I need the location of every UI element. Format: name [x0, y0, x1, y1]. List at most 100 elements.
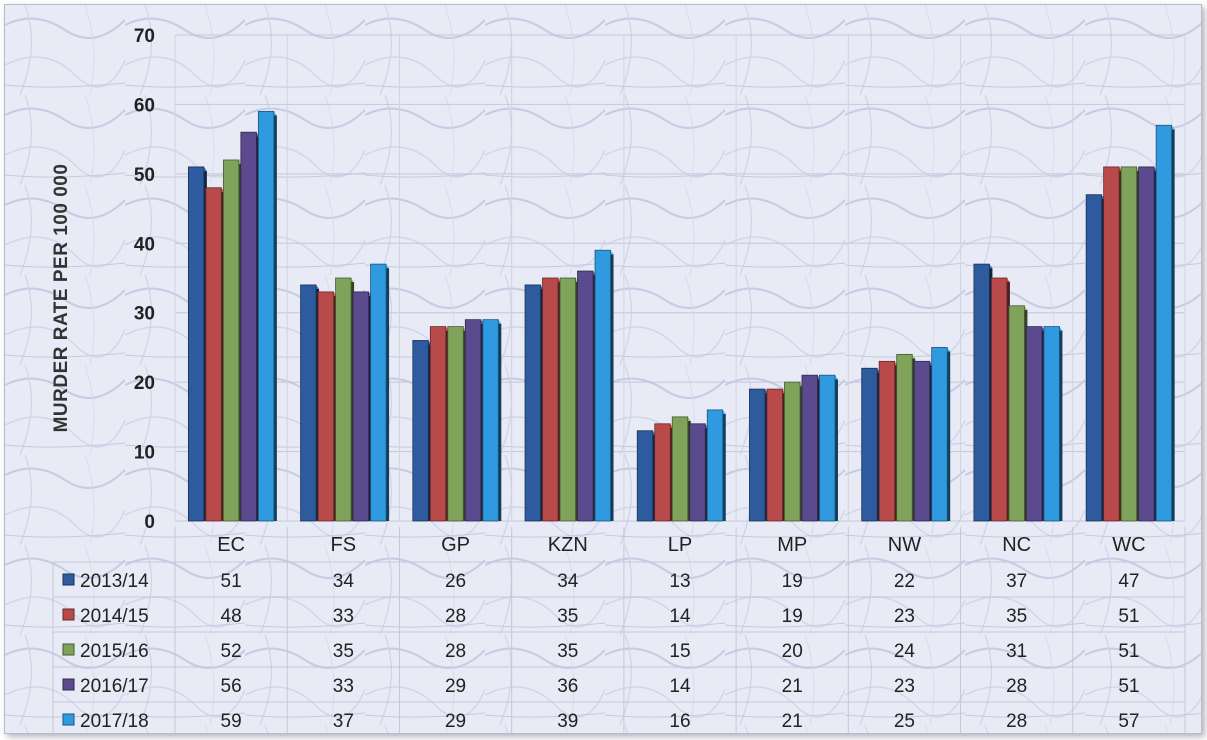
data-table-value: 51	[1118, 606, 1139, 627]
bar-side	[947, 351, 951, 521]
data-table-value: 25	[894, 711, 915, 732]
data-table-value: 33	[333, 606, 354, 627]
bar-side	[256, 136, 260, 521]
bar-side	[610, 254, 614, 521]
bar-side	[1171, 129, 1175, 521]
data-table-value: 29	[445, 711, 466, 732]
bar	[861, 367, 878, 522]
data-table-value: 16	[669, 711, 690, 732]
bar	[819, 374, 836, 522]
bar-side	[480, 323, 484, 521]
bar-side	[273, 115, 277, 521]
data-table-value: 13	[669, 571, 690, 592]
bar	[913, 360, 931, 522]
bar-side	[1119, 170, 1123, 521]
bar-side	[445, 330, 449, 521]
bar	[447, 326, 464, 522]
bar-side	[1101, 198, 1105, 521]
bar-side	[1154, 170, 1158, 521]
legend-label: 2014/15	[80, 606, 149, 627]
bar-side	[670, 427, 674, 521]
bar-side	[894, 365, 898, 521]
category-label: MP	[777, 534, 807, 556]
bar-side	[575, 282, 579, 521]
bar-side	[877, 372, 881, 521]
data-table-value: 29	[445, 676, 466, 697]
bar	[464, 319, 482, 522]
data-table-value: 26	[445, 571, 466, 592]
data-table-value: 31	[1006, 641, 1027, 662]
bar-side	[929, 365, 933, 521]
bar	[931, 347, 948, 522]
data-table-value: 48	[221, 606, 242, 627]
bar-side	[333, 295, 337, 521]
bar	[187, 166, 205, 522]
bar	[689, 423, 706, 522]
category-label: NW	[888, 534, 921, 556]
data-table-value: 34	[333, 571, 355, 592]
bar-side	[817, 379, 821, 521]
bar-side	[351, 282, 355, 521]
bar	[317, 291, 334, 522]
bar-side	[1059, 330, 1063, 521]
legend-swatch	[62, 643, 75, 656]
data-table-value: 15	[669, 641, 690, 662]
bar	[878, 360, 896, 522]
data-table-value: 47	[1118, 571, 1139, 592]
data-table-value: 22	[894, 571, 915, 592]
legend-label: 2013/14	[80, 571, 149, 592]
bar-side	[799, 386, 803, 521]
category-label: FS	[331, 534, 357, 556]
bar	[524, 284, 541, 522]
data-table-value: 52	[221, 641, 242, 662]
bar-side	[722, 413, 726, 521]
bar-side	[782, 393, 786, 521]
bar	[1043, 326, 1060, 522]
y-tick-label: 50	[134, 165, 155, 186]
data-table-value: 33	[333, 676, 354, 697]
bar	[412, 340, 429, 522]
bar	[482, 319, 499, 522]
bar	[300, 284, 317, 522]
bar-side	[912, 358, 916, 521]
category-label: GP	[441, 534, 470, 556]
legend-swatch	[62, 678, 75, 691]
bar	[671, 416, 689, 522]
data-table-value: 21	[782, 676, 803, 697]
legend-label: 2017/18	[80, 711, 149, 732]
bar-side	[1024, 309, 1028, 521]
data-table-value: 35	[557, 606, 578, 627]
y-tick-labels: 0 10 20 30 40 50 60 70	[134, 26, 155, 533]
bar-side	[498, 323, 502, 521]
bar-side	[386, 268, 390, 521]
y-tick-label: 60	[134, 95, 155, 116]
bar-side	[764, 393, 768, 521]
bar-side	[989, 268, 993, 521]
bar	[654, 423, 671, 522]
data-table-value: 51	[221, 571, 242, 592]
data-table-value: 21	[782, 711, 803, 732]
bar	[784, 381, 801, 522]
bar-side	[316, 288, 320, 521]
bar-side	[1136, 170, 1140, 521]
bar	[801, 374, 818, 522]
data-table-value: 28	[445, 641, 466, 662]
category-label: WC	[1112, 534, 1145, 556]
bar	[1120, 166, 1138, 522]
bar	[766, 388, 783, 522]
data-table-value: 23	[894, 606, 915, 627]
data-table-value: 19	[782, 606, 803, 627]
category-label: LP	[668, 534, 692, 556]
bar	[577, 270, 594, 522]
data-table-value: 35	[557, 641, 578, 662]
category-label: NC	[1002, 534, 1031, 556]
bar	[1155, 124, 1173, 522]
data-table-value: 57	[1118, 711, 1139, 732]
data-table-value: 35	[333, 641, 354, 662]
bar-side	[1006, 282, 1010, 521]
bar	[352, 291, 369, 522]
y-tick-label: 0	[144, 512, 155, 533]
bar	[1103, 166, 1120, 522]
bar	[1008, 305, 1025, 522]
bar-side	[652, 434, 656, 521]
